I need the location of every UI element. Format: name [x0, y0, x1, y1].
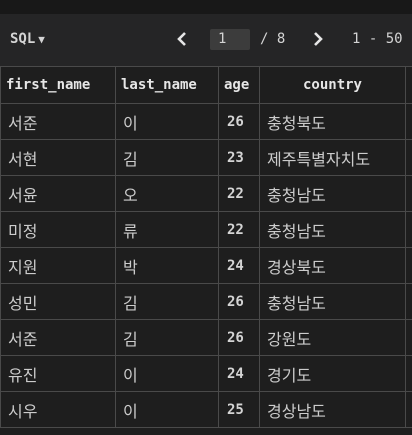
- cell-age[interactable]: 22: [218, 175, 260, 212]
- cell-last-name[interactable]: 김: [115, 283, 219, 320]
- previous-page-button[interactable]: [171, 26, 193, 52]
- column-header-first-name[interactable]: first_name: [0, 66, 116, 104]
- cell-last-name[interactable]: 류: [115, 211, 219, 248]
- cell-country[interactable]: 충청남도: [259, 175, 406, 212]
- row-range-label: 1 - 50: [352, 31, 403, 47]
- cell-country[interactable]: 충청북도: [259, 103, 406, 140]
- cell-first-name[interactable]: 서윤: [0, 175, 116, 212]
- cell-overflow: [405, 139, 412, 176]
- cell-last-name[interactable]: 이: [115, 391, 219, 428]
- cell-country[interactable]: 경상남도: [259, 391, 406, 428]
- cell-overflow: [405, 247, 412, 284]
- cell-overflow: [405, 319, 412, 356]
- cell-overflow: [405, 283, 412, 320]
- header-row: first_name last_name age country: [0, 66, 412, 104]
- table-row[interactable]: 시우 이 25 경상남도: [0, 391, 412, 428]
- window-top-strip: [0, 0, 412, 14]
- cell-last-name[interactable]: 이: [115, 355, 219, 392]
- table-row[interactable]: 서준 김 26 강원도: [0, 319, 412, 356]
- cell-last-name[interactable]: 이: [115, 103, 219, 140]
- cell-first-name[interactable]: 성민: [0, 283, 116, 320]
- cell-age[interactable]: 25: [218, 391, 260, 428]
- cell-age[interactable]: 26: [218, 319, 260, 356]
- cell-age[interactable]: 23: [218, 139, 260, 176]
- cell-age[interactable]: 26: [218, 103, 260, 140]
- cell-age[interactable]: 22: [218, 211, 260, 248]
- cell-first-name[interactable]: 유진: [0, 355, 116, 392]
- cell-overflow: [405, 355, 412, 392]
- cell-last-name[interactable]: 김: [115, 319, 219, 356]
- column-header-overflow: [405, 66, 412, 104]
- page-number-input[interactable]: [210, 29, 250, 50]
- table-row[interactable]: 서준 이 26 충청북도: [0, 103, 412, 140]
- sql-mode-dropdown[interactable]: SQL ▼: [10, 31, 45, 47]
- cell-overflow: [405, 103, 412, 140]
- cell-first-name[interactable]: 시우: [0, 391, 116, 428]
- cell-first-name[interactable]: 서준: [0, 319, 116, 356]
- cell-last-name[interactable]: 오: [115, 175, 219, 212]
- table-row[interactable]: 서윤 오 22 충청남도: [0, 175, 412, 212]
- cell-last-name[interactable]: 김: [115, 139, 219, 176]
- total-pages-label: / 8: [260, 31, 286, 47]
- chevron-right-icon: [314, 32, 323, 46]
- column-header-age[interactable]: age: [218, 66, 260, 104]
- cell-first-name[interactable]: 서준: [0, 103, 116, 140]
- cell-overflow: [405, 211, 412, 248]
- cell-overflow: [405, 175, 412, 212]
- cell-first-name[interactable]: 서현: [0, 139, 116, 176]
- cell-country[interactable]: 경상북도: [259, 247, 406, 284]
- cell-overflow: [405, 391, 412, 428]
- table-row[interactable]: 서현 김 23 제주특별자치도: [0, 139, 412, 176]
- cell-age[interactable]: 24: [218, 355, 260, 392]
- cell-country[interactable]: 경기도: [259, 355, 406, 392]
- cell-country[interactable]: 강원도: [259, 319, 406, 356]
- table-row[interactable]: 지원 박 24 경상북도: [0, 247, 412, 284]
- table-row[interactable]: 유진 이 24 경기도: [0, 355, 412, 392]
- results-table: first_name last_name age country 서준 이 26…: [0, 66, 412, 428]
- cell-country[interactable]: 제주특별자치도: [259, 139, 406, 176]
- chevron-left-icon: [177, 32, 186, 46]
- sql-mode-label: SQL: [10, 31, 36, 47]
- cell-first-name[interactable]: 지원: [0, 247, 116, 284]
- results-grid: first_name last_name age country 서준 이 26…: [0, 66, 412, 428]
- cell-first-name[interactable]: 미정: [0, 211, 116, 248]
- column-header-country[interactable]: country: [259, 66, 406, 104]
- caret-down-icon: ▼: [38, 33, 45, 46]
- next-page-button[interactable]: [307, 26, 329, 52]
- column-header-last-name[interactable]: last_name: [115, 66, 219, 104]
- cell-age[interactable]: 26: [218, 283, 260, 320]
- cell-country[interactable]: 충청남도: [259, 211, 406, 248]
- results-toolbar: SQL▼ / 8 1 - 50: [0, 14, 412, 66]
- cell-last-name[interactable]: 박: [115, 247, 219, 284]
- cell-age[interactable]: 24: [218, 247, 260, 284]
- cell-country[interactable]: 충청남도: [259, 283, 406, 320]
- table-row[interactable]: 성민 김 26 충청남도: [0, 283, 412, 320]
- table-row[interactable]: 미정 류 22 충청남도: [0, 211, 412, 248]
